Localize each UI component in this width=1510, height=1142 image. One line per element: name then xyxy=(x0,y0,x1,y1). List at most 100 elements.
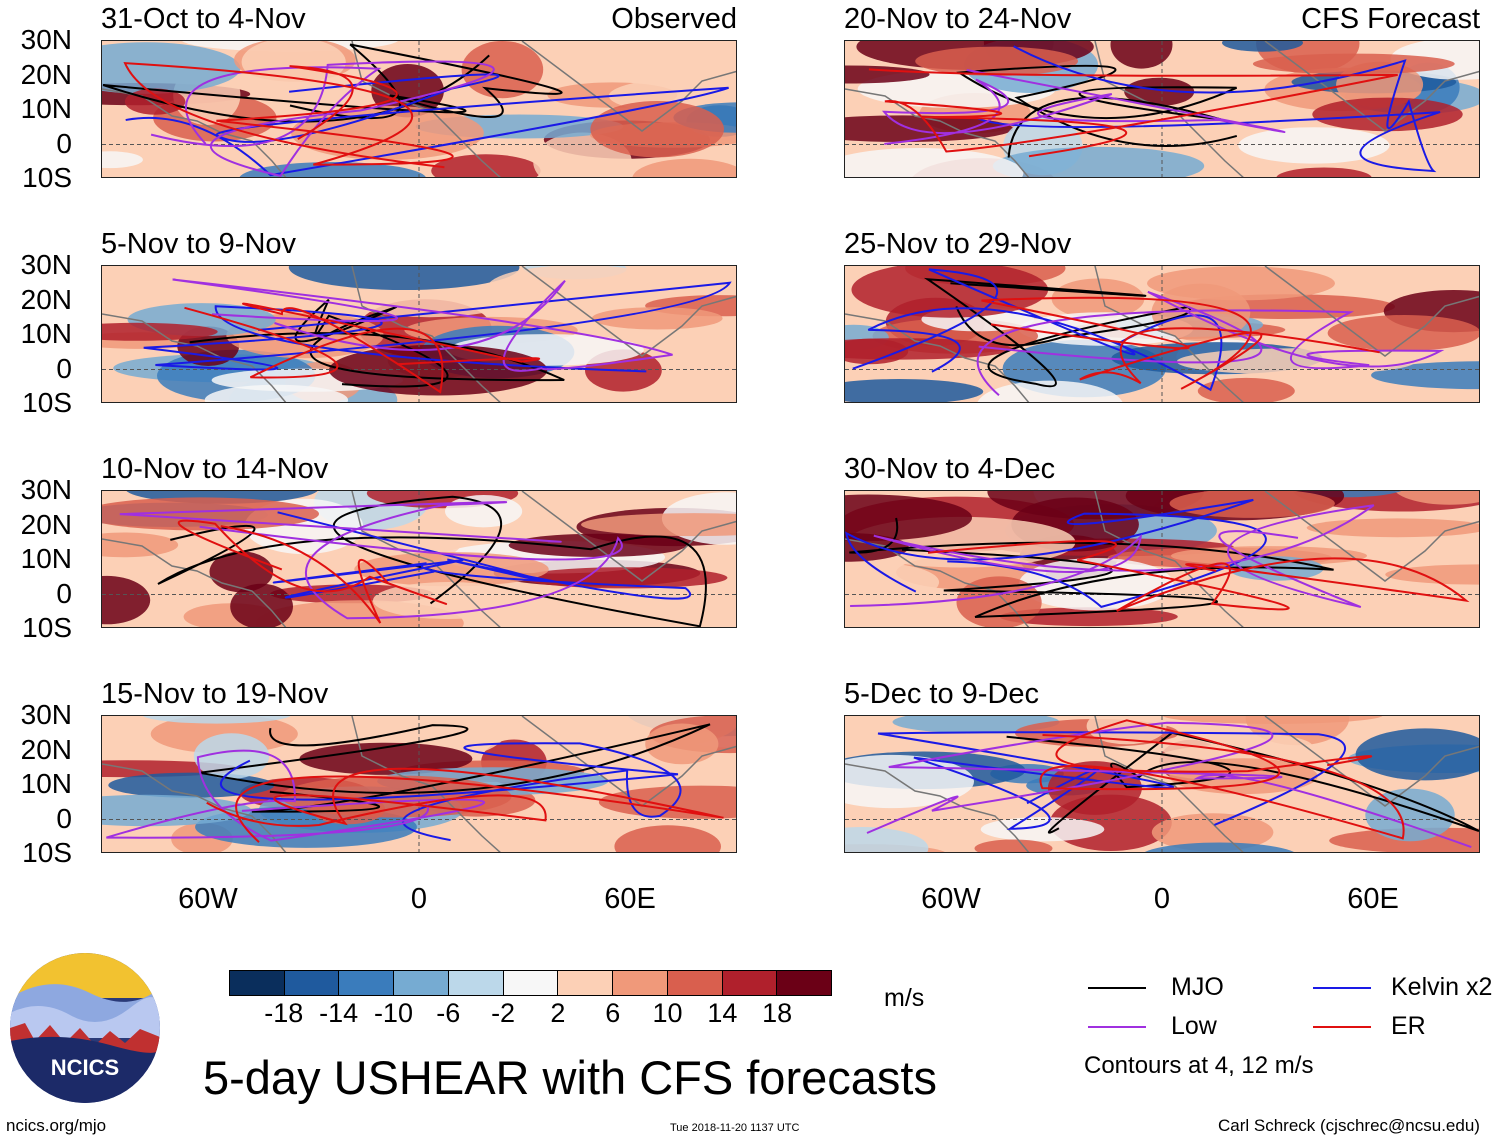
colorbar-label: 18 xyxy=(762,998,793,1028)
y-tick-label: 20N xyxy=(20,508,72,540)
x-tick-right-60w: 60W xyxy=(921,883,981,915)
panel-title-obs-2: 5-Nov to 9-Nov xyxy=(101,228,297,260)
shear-field-blob xyxy=(445,495,523,528)
low-contour xyxy=(172,278,673,372)
shear-field-blob xyxy=(102,322,218,341)
shear-field-blob xyxy=(845,148,1024,177)
shear-field-blob xyxy=(1144,842,1294,852)
y-tick-label: 10N xyxy=(20,543,72,574)
contours-note: Contours at 4, 12 m/s xyxy=(1084,1052,1314,1079)
shear-field-blob xyxy=(845,338,1012,360)
legend-label-low: Low xyxy=(1171,1012,1217,1040)
panel-title-fc-4: 5-Dec to 9-Dec xyxy=(844,678,1040,710)
er-contour xyxy=(206,767,724,843)
shear-field-blob xyxy=(980,817,1105,842)
shear-field-blob xyxy=(1222,41,1303,52)
map-panel-obs-2 xyxy=(101,265,737,403)
colorbar-label: -6 xyxy=(436,998,461,1028)
observed-label: Observed xyxy=(611,3,737,35)
low-contour xyxy=(866,721,1472,849)
shear-field-blob xyxy=(461,41,544,99)
y-tick-label: 30N xyxy=(20,24,72,55)
y-tick-label: 10S xyxy=(22,387,72,418)
shear-field-blob xyxy=(1151,813,1274,852)
shear-field-blob xyxy=(1162,716,1383,724)
colorbar-swatch xyxy=(667,971,723,995)
shear-field-blob xyxy=(102,532,179,558)
shear-field-blob xyxy=(626,41,736,59)
shear-field-blob xyxy=(845,65,930,84)
footer-credit: Carl Schreck (cjschrec@ncsu.edu) xyxy=(1218,1116,1480,1135)
panel-title-obs-1: 31-Oct to 4-Nov xyxy=(101,3,306,35)
mjo-contour xyxy=(923,277,1192,388)
shear-field-blob xyxy=(102,151,143,169)
kelvin-contour xyxy=(852,268,1223,392)
er-contour xyxy=(927,540,1470,612)
shear-field-blob xyxy=(892,716,1060,734)
coastline xyxy=(845,266,1479,402)
y-tick-label: 0 xyxy=(56,577,72,609)
mjo-contour xyxy=(956,64,1238,158)
mjo-contour xyxy=(189,298,565,388)
x-tick-right-0: 0 xyxy=(1153,883,1171,915)
ncics-logo: NCICS xyxy=(10,953,160,1103)
panel-title-fc-2: 25-Nov to 29-Nov xyxy=(844,228,1072,260)
colorbar-label: -10 xyxy=(373,998,413,1028)
y-tick-label: 10S xyxy=(22,612,72,643)
colorbar-label: 2 xyxy=(550,998,566,1028)
shear-field-blob xyxy=(102,497,319,531)
y-tick-label: 30N xyxy=(20,474,72,505)
legend-line-er xyxy=(1313,1026,1371,1028)
shear-field-blob xyxy=(142,716,291,724)
legend-line-low xyxy=(1088,1026,1146,1028)
colorbar-label: 14 xyxy=(707,998,738,1028)
y-tick-label: 10N xyxy=(20,768,72,799)
y-tick-label: 10N xyxy=(20,93,72,124)
figure-title: 5-day USHEAR with CFS forecasts xyxy=(203,1051,937,1104)
shear-field-blob xyxy=(487,266,672,310)
colorbar-swatch xyxy=(339,971,395,995)
map-panel-fc-3 xyxy=(844,490,1480,628)
footer-url[interactable]: ncics.org/mjo xyxy=(6,1116,107,1135)
coastline xyxy=(102,266,736,402)
kelvin-contour xyxy=(272,511,692,600)
legend-label-kelvin: Kelvin x2 xyxy=(1391,973,1493,1001)
shear-field-blob xyxy=(1355,728,1479,781)
y-tick-label: 20N xyxy=(20,58,72,90)
kelvin-contour xyxy=(974,45,1441,173)
shear-field-blob xyxy=(915,46,1078,76)
colorbar-label: 6 xyxy=(605,998,621,1028)
y-tick-label: 20N xyxy=(20,733,72,765)
map-panel-fc-1 xyxy=(844,40,1480,178)
footer-timestamp: Tue 2018-11-20 1137 UTC xyxy=(670,1122,800,1134)
colorbar-swatch xyxy=(230,971,285,995)
panel-title-obs-3: 10-Nov to 14-Nov xyxy=(101,453,329,485)
shear-field-blob xyxy=(581,513,736,537)
map-svg xyxy=(102,266,736,402)
shear-field-blob xyxy=(845,827,929,852)
low-contour xyxy=(881,69,1286,145)
y-tick-label: 20N xyxy=(20,283,72,315)
map-svg xyxy=(845,266,1479,402)
shear-field-blob xyxy=(1238,127,1390,164)
shear-field-blob xyxy=(209,551,274,593)
colorbar-swatch xyxy=(448,971,504,995)
legend-label-er: ER xyxy=(1391,1012,1426,1040)
shear-field-blob xyxy=(845,379,984,402)
shear-field-blob xyxy=(591,307,723,330)
er-contour xyxy=(123,62,454,169)
shear-field-blob xyxy=(1147,266,1335,301)
y-tick-label: 30N xyxy=(20,699,72,730)
y-tick-label: 10S xyxy=(22,837,72,868)
shear-field-blob xyxy=(1252,53,1455,75)
coastline xyxy=(845,716,1479,852)
shear-field-blob xyxy=(193,733,270,779)
colorbar-label: 10 xyxy=(652,998,683,1028)
colorbar-swatch xyxy=(284,971,340,995)
er-contour xyxy=(177,519,447,624)
map-panel-obs-4 xyxy=(101,715,737,853)
shear-field-blob xyxy=(102,794,252,827)
y-tick-label: 10N xyxy=(20,318,72,349)
panel-title-fc-3: 30-Nov to 4-Dec xyxy=(844,453,1056,485)
colorbar-swatch xyxy=(394,971,449,995)
